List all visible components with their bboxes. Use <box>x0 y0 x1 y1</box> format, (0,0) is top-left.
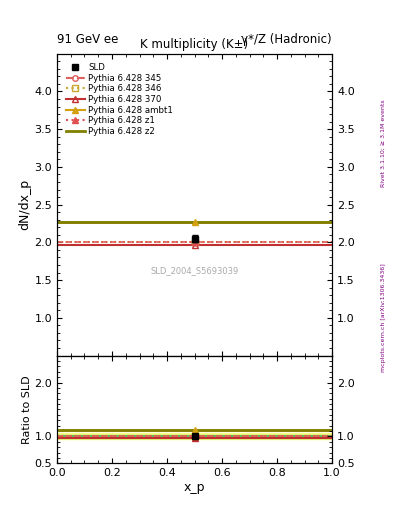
Text: γ*/Z (Hadronic): γ*/Z (Hadronic) <box>241 33 332 46</box>
Bar <box>57 434 332 439</box>
Legend: SLD, Pythia 6.428 345, Pythia 6.428 346, Pythia 6.428 370, Pythia 6.428 ambt1, P: SLD, Pythia 6.428 345, Pythia 6.428 346,… <box>64 61 175 138</box>
Bar <box>57 435 332 438</box>
Text: 91 GeV ee: 91 GeV ee <box>57 33 118 46</box>
Y-axis label: Ratio to SLD: Ratio to SLD <box>22 375 31 444</box>
Text: SLD_2004_S5693039: SLD_2004_S5693039 <box>151 267 239 275</box>
Y-axis label: dN/dx_p: dN/dx_p <box>18 179 31 230</box>
Text: Rivet 3.1.10; ≥ 3.1M events: Rivet 3.1.10; ≥ 3.1M events <box>381 99 386 187</box>
X-axis label: x_p: x_p <box>184 481 205 494</box>
Text: K multiplicity (K±): K multiplicity (K±) <box>140 38 249 51</box>
Text: mcplots.cern.ch [arXiv:1306.3436]: mcplots.cern.ch [arXiv:1306.3436] <box>381 263 386 372</box>
